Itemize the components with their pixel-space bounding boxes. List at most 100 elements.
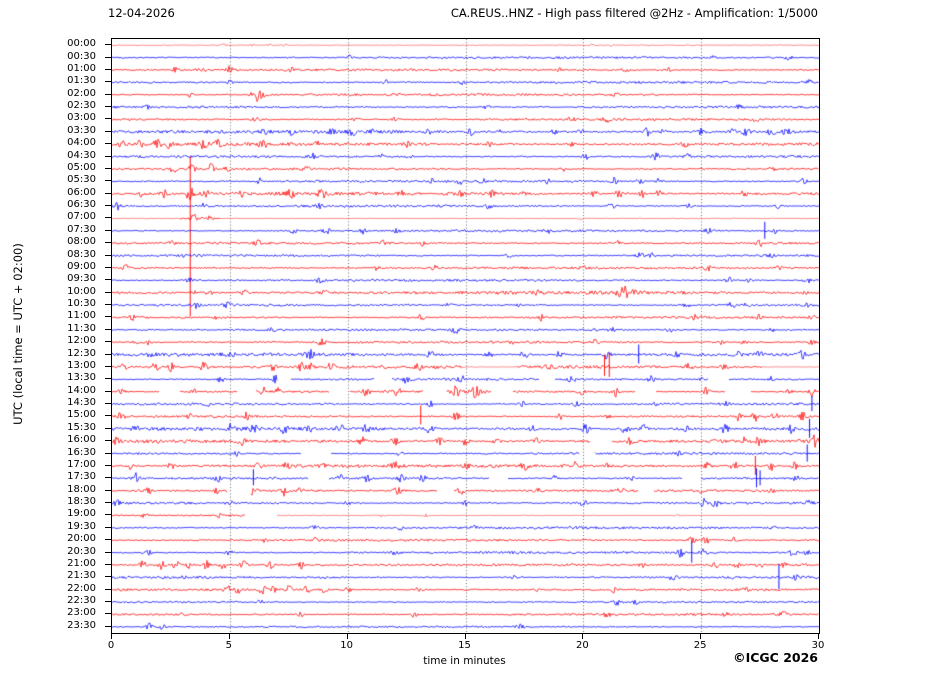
x-tick-mark <box>111 633 112 639</box>
plot-area <box>111 38 820 634</box>
y-tick-label: 23:00 <box>67 607 96 619</box>
y-tick-mark <box>105 490 111 491</box>
y-tick-label: 15:30 <box>67 421 96 433</box>
y-tick-mark <box>105 156 111 157</box>
y-tick-mark <box>105 514 111 515</box>
y-tick-label: 02:00 <box>67 87 96 99</box>
y-tick-label: 13:00 <box>67 359 96 371</box>
y-tick-label: 17:30 <box>67 471 96 483</box>
x-tick-label: 15 <box>458 640 471 651</box>
y-tick-label: 06:00 <box>67 186 96 198</box>
y-tick-label: 07:30 <box>67 223 96 235</box>
y-tick-mark <box>105 230 111 231</box>
y-tick-label: 22:30 <box>67 595 96 607</box>
y-tick-label: 09:30 <box>67 273 96 285</box>
y-tick-mark <box>105 329 111 330</box>
y-tick-label: 19:30 <box>67 520 96 532</box>
y-tick-mark <box>105 255 111 256</box>
y-tick-label: 01:30 <box>67 75 96 87</box>
y-tick-mark <box>105 626 111 627</box>
y-tick-mark <box>105 415 111 416</box>
y-tick-mark <box>105 440 111 441</box>
y-tick-label: 11:30 <box>67 322 96 334</box>
x-tick-mark <box>347 633 348 639</box>
y-tick-label: 01:00 <box>67 62 96 74</box>
y-tick-label: 21:30 <box>67 570 96 582</box>
y-tick-mark <box>105 502 111 503</box>
y-tick-mark <box>105 217 111 218</box>
y-tick-label: 09:00 <box>67 260 96 272</box>
x-tick-mark <box>229 633 230 639</box>
y-tick-mark <box>105 341 111 342</box>
x-tick-label: 0 <box>107 640 115 651</box>
y-tick-label: 04:30 <box>67 149 96 161</box>
y-tick-label: 14:30 <box>67 397 96 409</box>
y-tick-mark <box>105 69 111 70</box>
y-tick-mark <box>105 304 111 305</box>
y-tick-label: 10:30 <box>67 298 96 310</box>
x-tick-mark <box>700 633 701 639</box>
x-tick-label: 20 <box>575 640 589 651</box>
y-tick-mark <box>105 118 111 119</box>
y-tick-label: 12:30 <box>67 347 96 359</box>
y-tick-mark <box>105 366 111 367</box>
y-tick-mark <box>105 279 111 280</box>
y-tick-label: 14:00 <box>67 384 96 396</box>
x-axis-label: time in minutes <box>423 655 506 667</box>
y-tick-mark <box>105 527 111 528</box>
y-tick-label: 08:00 <box>67 236 96 248</box>
y-tick-label: 20:30 <box>67 545 96 557</box>
y-tick-label: 05:30 <box>67 174 96 186</box>
y-tick-label: 12:00 <box>67 335 96 347</box>
y-tick-mark <box>105 316 111 317</box>
y-tick-mark <box>105 613 111 614</box>
y-tick-label: 13:30 <box>67 372 96 384</box>
y-tick-label: 19:00 <box>67 508 96 520</box>
y-tick-mark <box>105 180 111 181</box>
y-tick-mark <box>105 391 111 392</box>
y-tick-mark <box>105 168 111 169</box>
y-tick-label: 17:00 <box>67 458 96 470</box>
y-tick-mark <box>105 44 111 45</box>
y-tick-label: 03:30 <box>67 124 96 136</box>
y-tick-mark <box>105 576 111 577</box>
y-tick-mark <box>105 81 111 82</box>
y-tick-label: 00:30 <box>67 50 96 62</box>
y-tick-mark <box>105 465 111 466</box>
y-tick-label: 21:00 <box>67 557 96 569</box>
y-tick-label: 04:00 <box>67 137 96 149</box>
y-tick-mark <box>105 106 111 107</box>
y-tick-mark <box>105 94 111 95</box>
y-tick-label: 00:00 <box>67 38 96 50</box>
seismogram-canvas <box>112 39 819 633</box>
y-tick-mark <box>105 453 111 454</box>
y-tick-mark <box>105 292 111 293</box>
y-tick-label: 20:00 <box>67 533 96 545</box>
y-tick-mark <box>105 564 111 565</box>
y-axis-label: UTC (local time = UTC + 02:00) <box>11 243 25 425</box>
copyright-label: ©ICGC 2026 <box>733 650 818 665</box>
y-tick-label: 07:00 <box>67 211 96 223</box>
y-tick-mark <box>105 143 111 144</box>
y-tick-label: 05:00 <box>67 161 96 173</box>
y-tick-mark <box>105 428 111 429</box>
y-tick-label: 10:00 <box>67 285 96 297</box>
y-tick-mark <box>105 354 111 355</box>
y-tick-mark <box>105 378 111 379</box>
x-tick-label: 30 <box>811 640 825 651</box>
y-tick-mark <box>105 242 111 243</box>
y-tick-mark <box>105 57 111 58</box>
y-tick-mark <box>105 601 111 602</box>
y-tick-mark <box>105 205 111 206</box>
y-tick-label: 16:00 <box>67 434 96 446</box>
x-tick-label: 25 <box>693 640 707 651</box>
y-tick-label: 02:30 <box>67 100 96 112</box>
y-tick-label: 18:00 <box>67 483 96 495</box>
y-tick-label: 18:30 <box>67 496 96 508</box>
x-tick-mark <box>582 633 583 639</box>
plot-title: CA.REUS..HNZ - High pass filtered @2Hz -… <box>450 6 818 20</box>
y-tick-mark <box>105 589 111 590</box>
x-tick-label: 5 <box>225 640 233 651</box>
y-tick-mark <box>105 403 111 404</box>
